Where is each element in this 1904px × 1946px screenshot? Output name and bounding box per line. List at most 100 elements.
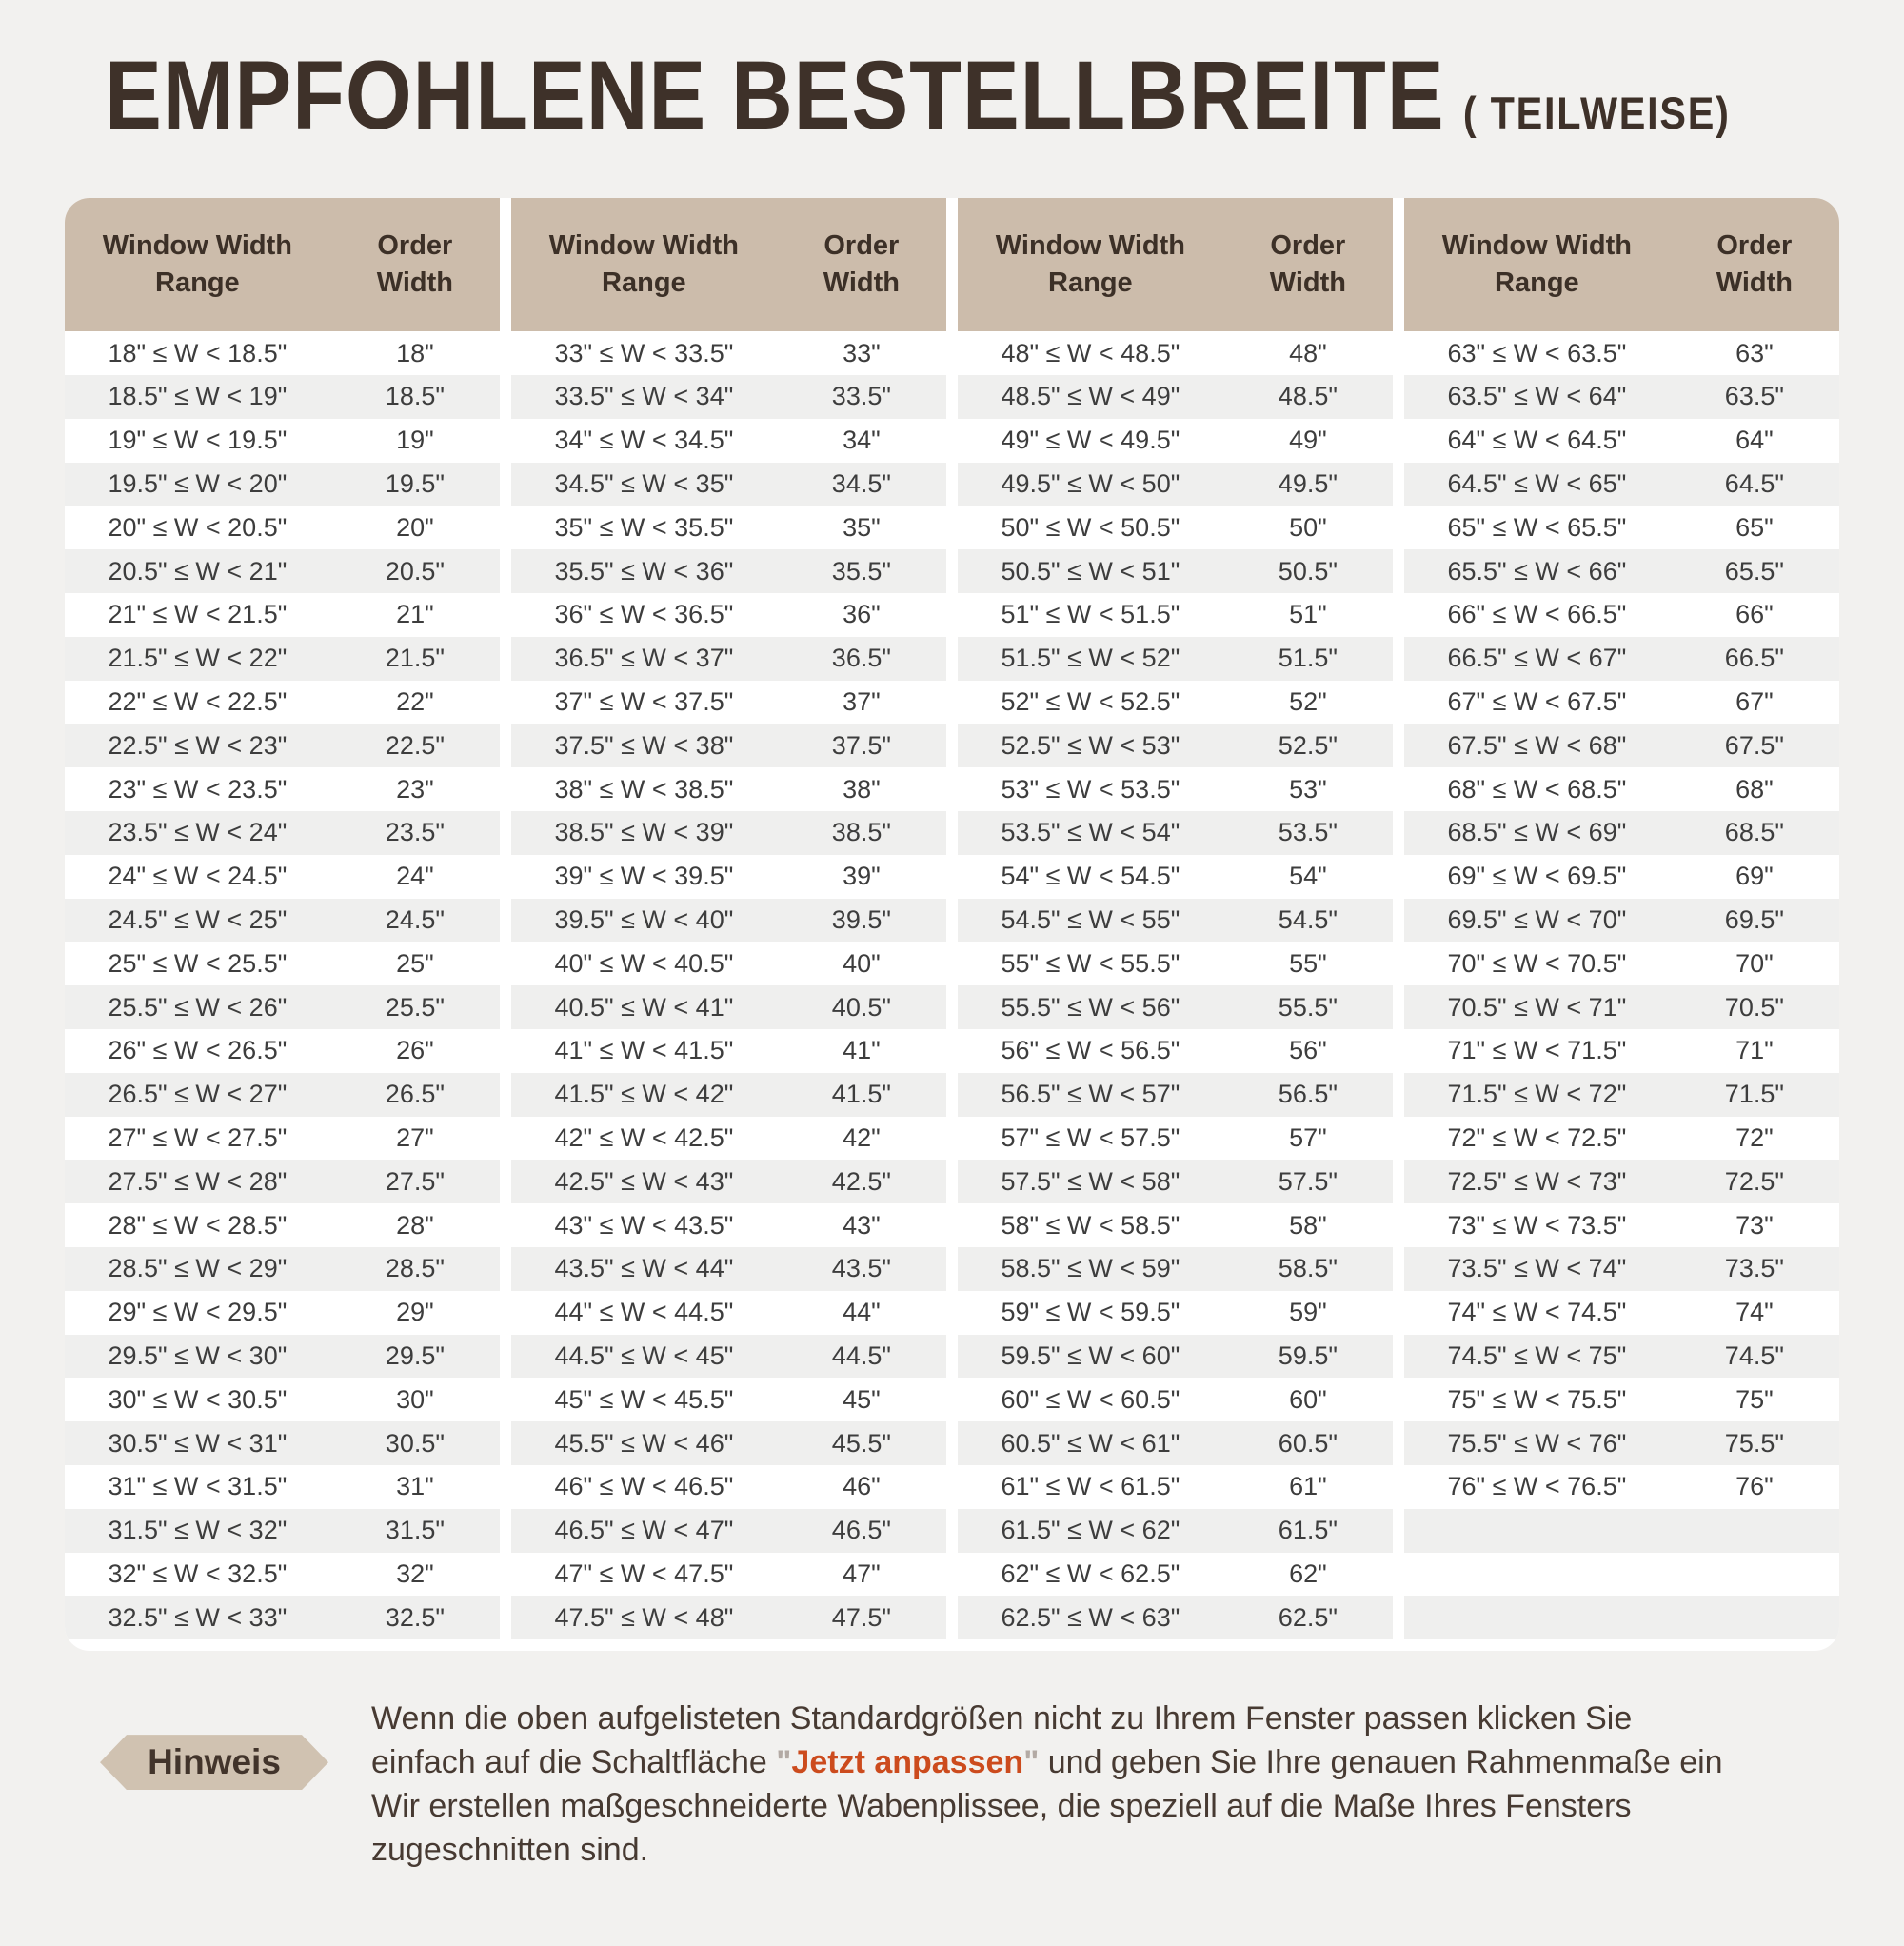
window-width-range-cell: 51" ≤ W < 51.5"	[1001, 600, 1180, 629]
window-width-range-cell: 31.5" ≤ W < 32"	[108, 1516, 288, 1545]
table-row: 62.5" ≤ W < 63" 62.5"	[958, 1596, 1393, 1640]
window-width-range-cell: 42" ≤ W < 42.5"	[554, 1122, 734, 1152]
order-width-cell: 74"	[1735, 1298, 1774, 1327]
table-row: 75.5" ≤ W < 76" 75.5"	[1404, 1421, 1839, 1465]
window-width-range-cell: 60.5" ≤ W < 61"	[1001, 1428, 1180, 1458]
window-width-range-cell: 34" ≤ W < 34.5"	[554, 426, 734, 455]
window-width-range-cell: 18" ≤ W < 18.5"	[108, 338, 288, 367]
order-width-cell: 43"	[843, 1210, 881, 1240]
window-width-range-cell: 75.5" ≤ W < 76"	[1447, 1428, 1627, 1458]
order-width-cell: 47"	[843, 1559, 881, 1588]
order-width-cell: 39.5"	[831, 904, 891, 934]
window-width-range-cell: 66" ≤ W < 66.5"	[1447, 600, 1627, 629]
window-width-range-cell: 57.5" ≤ W < 58"	[1001, 1166, 1180, 1196]
table-row: 46.5" ≤ W < 47" 46.5"	[511, 1508, 946, 1553]
table-row: 38" ≤ W < 38.5" 38"	[511, 767, 946, 811]
window-width-range-cell: 60" ≤ W < 60.5"	[1001, 1384, 1180, 1414]
window-width-range-cell: 69" ≤ W < 69.5"	[1447, 862, 1627, 891]
order-width-cell: 40.5"	[831, 992, 891, 1022]
table-row: 26" ≤ W < 26.5" 26"	[65, 1029, 500, 1073]
order-width-cell: 56"	[1289, 1036, 1327, 1065]
note-text: Wenn die oben aufgelisteten Standardgröß…	[371, 1697, 1723, 1872]
window-width-range-cell: 70" ≤ W < 70.5"	[1447, 948, 1627, 978]
window-width-range-cell: 43.5" ≤ W < 44"	[554, 1254, 734, 1283]
table-row: 29.5" ≤ W < 30" 29.5"	[65, 1334, 500, 1379]
table-row: 58.5" ≤ W < 59" 58.5"	[958, 1246, 1393, 1291]
table-row: 48.5" ≤ W < 49" 48.5"	[958, 374, 1393, 419]
window-width-range-cell: 23.5" ≤ W < 24"	[108, 818, 288, 847]
table-row: 23" ≤ W < 23.5" 23"	[65, 767, 500, 811]
table-row: 67.5" ≤ W < 68" 67.5"	[1404, 724, 1839, 768]
order-width-cell: 49"	[1289, 426, 1327, 455]
order-width-cell: 37"	[843, 686, 881, 716]
table-row: 34" ≤ W < 34.5" 34"	[511, 419, 946, 463]
size-table-group-1: Window Width Range Order Width 18" ≤ W <…	[65, 198, 500, 1640]
table-row: 72" ≤ W < 72.5" 72"	[1404, 1117, 1839, 1161]
table-row: 54.5" ≤ W < 55" 54.5"	[958, 898, 1393, 943]
table-row: 30" ≤ W < 30.5" 30"	[65, 1378, 500, 1421]
order-width-cell: 46"	[843, 1472, 881, 1501]
order-width-cell: 39"	[843, 862, 881, 891]
order-width-cell: 75"	[1735, 1384, 1774, 1414]
window-width-range-cell: 29.5" ≤ W < 30"	[108, 1340, 288, 1370]
window-width-range-cell: 48.5" ≤ W < 49"	[1001, 382, 1180, 411]
table-row: 21" ≤ W < 21.5" 21"	[65, 593, 500, 637]
window-width-range-cell: 37.5" ≤ W < 38"	[554, 730, 734, 760]
order-width-header: Order Width	[1269, 230, 1346, 299]
window-width-range-cell: 35.5" ≤ W < 36"	[554, 556, 734, 586]
window-width-range-cell: 46.5" ≤ W < 47"	[554, 1516, 734, 1545]
window-width-range-cell: 53.5" ≤ W < 54"	[1001, 818, 1180, 847]
table-row: 65.5" ≤ W < 66" 65.5"	[1404, 549, 1839, 593]
order-width-cell: 51"	[1289, 600, 1327, 629]
order-width-cell: 37.5"	[831, 730, 891, 760]
order-width-cell: 23.5"	[385, 818, 445, 847]
window-width-range-cell: 63.5" ≤ W < 64"	[1447, 382, 1627, 411]
table-row	[1404, 1508, 1839, 1553]
order-width-cell: 58.5"	[1278, 1254, 1338, 1283]
order-width-cell: 19"	[396, 426, 434, 455]
window-width-range-cell: 56.5" ≤ W < 57"	[1001, 1080, 1180, 1109]
window-width-range-cell: 50" ≤ W < 50.5"	[1001, 512, 1180, 542]
window-width-range-cell: 67" ≤ W < 67.5"	[1447, 686, 1627, 716]
order-width-cell: 44.5"	[831, 1340, 891, 1370]
table-row: 19.5" ≤ W < 20" 19.5"	[65, 462, 500, 506]
table-row: 19" ≤ W < 19.5" 19"	[65, 419, 500, 463]
table-row: 68.5" ≤ W < 69" 68.5"	[1404, 810, 1839, 855]
table-body: 63" ≤ W < 63.5" 63" 63.5" ≤ W < 64" 63.5" 64…	[1404, 331, 1839, 1640]
table-row: 64" ≤ W < 64.5" 64"	[1404, 419, 1839, 463]
table-row: 37" ≤ W < 37.5" 37"	[511, 681, 946, 725]
order-width-cell: 68.5"	[1724, 818, 1784, 847]
jetzt-anpassen-link[interactable]: Jetzt anpassen	[791, 1744, 1024, 1781]
order-width-cell: 52"	[1289, 686, 1327, 716]
order-width-cell: 56.5"	[1278, 1080, 1338, 1109]
order-width-cell: 64"	[1735, 426, 1774, 455]
order-width-header: Order Width	[1716, 230, 1793, 299]
order-width-cell: 67.5"	[1724, 730, 1784, 760]
table-row: 33" ≤ W < 33.5" 33"	[511, 331, 946, 375]
table-row: 57" ≤ W < 57.5" 57"	[958, 1117, 1393, 1161]
order-width-cell: 53"	[1289, 774, 1327, 804]
window-width-range-cell: 30.5" ≤ W < 31"	[108, 1428, 288, 1458]
size-table-group-3: Window Width Range Order Width 48" ≤ W <…	[958, 198, 1393, 1640]
table-row: 56" ≤ W < 56.5" 56"	[958, 1029, 1393, 1073]
window-width-range-cell: 33" ≤ W < 33.5"	[554, 338, 734, 367]
table-row: 50.5" ≤ W < 51" 50.5"	[958, 549, 1393, 593]
window-width-range-cell: 43" ≤ W < 43.5"	[554, 1210, 734, 1240]
order-width-cell: 75.5"	[1724, 1428, 1784, 1458]
window-width-range-cell: 38" ≤ W < 38.5"	[554, 774, 734, 804]
order-width-header: Order Width	[376, 230, 453, 299]
window-width-range-cell: 74.5" ≤ W < 75"	[1447, 1340, 1627, 1370]
order-width-cell: 29.5"	[385, 1340, 445, 1370]
window-width-range-cell: 72.5" ≤ W < 73"	[1447, 1166, 1627, 1196]
window-width-range-cell: 45" ≤ W < 45.5"	[554, 1384, 734, 1414]
table-row: 49" ≤ W < 49.5" 49"	[958, 419, 1393, 463]
window-width-range-cell: 61" ≤ W < 61.5"	[1001, 1472, 1180, 1501]
size-tables-panel: Window Width Range Order Width 18" ≤ W <…	[65, 198, 1839, 1652]
table-row: 70.5" ≤ W < 71" 70.5"	[1404, 985, 1839, 1029]
order-width-cell: 33.5"	[831, 382, 891, 411]
order-width-cell: 22.5"	[385, 730, 445, 760]
order-width-cell: 31.5"	[385, 1516, 445, 1545]
order-width-cell: 32.5"	[385, 1602, 445, 1632]
table-row: 51.5" ≤ W < 52" 51.5"	[958, 636, 1393, 681]
note-line-4: zugeschnitten sind.	[371, 1832, 649, 1869]
